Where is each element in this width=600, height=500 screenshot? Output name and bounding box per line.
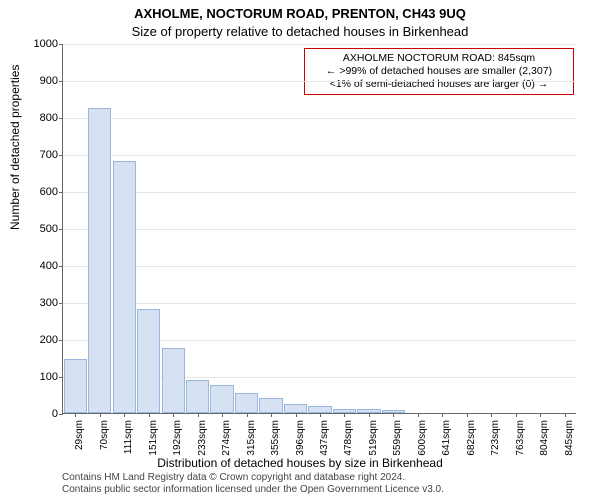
xtick-mark bbox=[100, 413, 101, 417]
ytick-label: 500 bbox=[20, 223, 58, 235]
xtick-label: 845sqm bbox=[564, 420, 575, 460]
xtick-mark bbox=[540, 413, 541, 417]
xtick-label: 559sqm bbox=[392, 420, 403, 460]
ytick-mark bbox=[59, 303, 63, 304]
ytick-label: 200 bbox=[20, 334, 58, 346]
xtick-mark bbox=[320, 413, 321, 417]
xtick-mark bbox=[344, 413, 345, 417]
histogram-bar bbox=[162, 348, 185, 413]
plot-area: AXHOLME NOCTORUM ROAD: 845sqm ← >99% of … bbox=[62, 44, 576, 414]
xtick-mark bbox=[565, 413, 566, 417]
xtick-label: 723sqm bbox=[490, 420, 501, 460]
y-axis-label: Number of detached properties bbox=[8, 65, 22, 230]
xtick-mark bbox=[369, 413, 370, 417]
xtick-label: 315sqm bbox=[246, 420, 257, 460]
xtick-label: 804sqm bbox=[539, 420, 550, 460]
ytick-label: 1000 bbox=[20, 38, 58, 50]
gridline bbox=[63, 118, 576, 119]
xtick-mark bbox=[247, 413, 248, 417]
xtick-label: 70sqm bbox=[99, 420, 110, 460]
xtick-label: 29sqm bbox=[74, 420, 85, 460]
xtick-label: 478sqm bbox=[343, 420, 354, 460]
xtick-label: 355sqm bbox=[270, 420, 281, 460]
gridline bbox=[63, 229, 576, 230]
xtick-mark bbox=[75, 413, 76, 417]
gridline bbox=[63, 155, 576, 156]
xtick-mark bbox=[296, 413, 297, 417]
ytick-label: 600 bbox=[20, 186, 58, 198]
ytick-label: 0 bbox=[20, 408, 58, 420]
ytick-mark bbox=[59, 44, 63, 45]
xtick-label: 274sqm bbox=[221, 420, 232, 460]
histogram-bar bbox=[186, 380, 209, 413]
xtick-mark bbox=[467, 413, 468, 417]
annotation-box: AXHOLME NOCTORUM ROAD: 845sqm ← >99% of … bbox=[304, 48, 574, 95]
gridline bbox=[63, 192, 576, 193]
xtick-label: 192sqm bbox=[172, 420, 183, 460]
footer-line1: Contains HM Land Registry data © Crown c… bbox=[62, 472, 444, 484]
ytick-mark bbox=[59, 118, 63, 119]
xtick-mark bbox=[418, 413, 419, 417]
xtick-label: 111sqm bbox=[123, 420, 134, 460]
gridline bbox=[63, 266, 576, 267]
ytick-label: 900 bbox=[20, 75, 58, 87]
annotation-line1: AXHOLME NOCTORUM ROAD: 845sqm bbox=[311, 52, 567, 65]
histogram-bar bbox=[308, 406, 331, 413]
ytick-label: 400 bbox=[20, 260, 58, 272]
ytick-mark bbox=[59, 340, 63, 341]
histogram-bar bbox=[113, 161, 136, 413]
histogram-bar bbox=[284, 404, 307, 413]
ytick-mark bbox=[59, 81, 63, 82]
ytick-label: 300 bbox=[20, 297, 58, 309]
gridline bbox=[63, 81, 576, 82]
ytick-label: 800 bbox=[20, 112, 58, 124]
xtick-mark bbox=[198, 413, 199, 417]
ytick-mark bbox=[59, 414, 63, 415]
histogram-bar bbox=[137, 309, 160, 413]
gridline bbox=[63, 44, 576, 45]
xtick-mark bbox=[271, 413, 272, 417]
ytick-mark bbox=[59, 266, 63, 267]
xtick-label: 396sqm bbox=[295, 420, 306, 460]
chart-title-line2: Size of property relative to detached ho… bbox=[0, 24, 600, 39]
ytick-label: 700 bbox=[20, 149, 58, 161]
xtick-mark bbox=[222, 413, 223, 417]
xtick-mark bbox=[149, 413, 150, 417]
annotation-line2: ← >99% of detached houses are smaller (2… bbox=[311, 65, 567, 78]
ytick-mark bbox=[59, 155, 63, 156]
xtick-label: 682sqm bbox=[466, 420, 477, 460]
histogram-bar bbox=[259, 398, 282, 413]
histogram-chart: AXHOLME, NOCTORUM ROAD, PRENTON, CH43 9U… bbox=[0, 0, 600, 500]
xtick-mark bbox=[173, 413, 174, 417]
xtick-mark bbox=[516, 413, 517, 417]
xtick-label: 763sqm bbox=[515, 420, 526, 460]
chart-title-line1: AXHOLME, NOCTORUM ROAD, PRENTON, CH43 9U… bbox=[0, 6, 600, 21]
xtick-label: 519sqm bbox=[368, 420, 379, 460]
ytick-mark bbox=[59, 192, 63, 193]
histogram-bar bbox=[64, 359, 87, 413]
histogram-bar bbox=[210, 385, 233, 413]
histogram-bar bbox=[235, 393, 258, 413]
histogram-bar bbox=[88, 108, 111, 413]
footer-text: Contains HM Land Registry data © Crown c… bbox=[62, 472, 444, 496]
ytick-label: 100 bbox=[20, 371, 58, 383]
xtick-mark bbox=[491, 413, 492, 417]
gridline bbox=[63, 303, 576, 304]
ytick-mark bbox=[59, 229, 63, 230]
xtick-label: 151sqm bbox=[148, 420, 159, 460]
xtick-mark bbox=[442, 413, 443, 417]
xtick-label: 233sqm bbox=[197, 420, 208, 460]
xtick-label: 437sqm bbox=[319, 420, 330, 460]
ytick-mark bbox=[59, 377, 63, 378]
xtick-label: 600sqm bbox=[417, 420, 428, 460]
xtick-label: 641sqm bbox=[441, 420, 452, 460]
footer-line2: Contains public sector information licen… bbox=[62, 484, 444, 496]
xtick-mark bbox=[393, 413, 394, 417]
xtick-mark bbox=[124, 413, 125, 417]
